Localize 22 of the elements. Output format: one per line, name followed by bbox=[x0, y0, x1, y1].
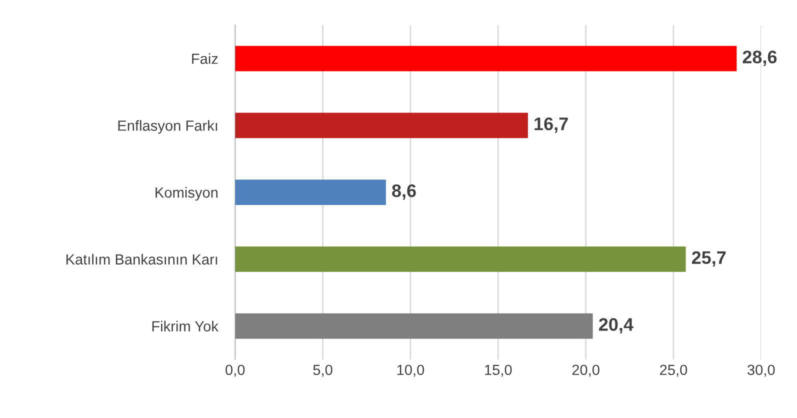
y-tick-label: Komisyon bbox=[156, 186, 218, 201]
bar bbox=[235, 180, 386, 205]
y-tick-label: Enflasyon Farkı bbox=[118, 120, 218, 134]
data-label: 28,6 bbox=[742, 50, 777, 66]
bar bbox=[235, 112, 528, 138]
x-tick-label: 25,0 bbox=[660, 364, 688, 377]
data-label: 8,6 bbox=[392, 184, 416, 200]
data-label: 20,4 bbox=[598, 318, 634, 334]
x-tick-label: 20,0 bbox=[572, 364, 600, 377]
bar bbox=[235, 246, 686, 272]
y-tick-label: Katılım Bankasının Karı bbox=[66, 254, 218, 265]
x-tick-label: 30,0 bbox=[748, 364, 775, 377]
x-tick-label: 10,0 bbox=[397, 364, 424, 377]
x-tick-label: 15,0 bbox=[485, 364, 512, 377]
bar bbox=[235, 313, 593, 339]
data-label: 25,7 bbox=[692, 251, 726, 267]
x-tick-label: 5,0 bbox=[313, 364, 332, 377]
x-tick-label: 0,0 bbox=[226, 364, 245, 377]
data-label: 16,7 bbox=[534, 117, 568, 133]
y-tick-label: Fikrim Yok bbox=[152, 320, 218, 332]
bar bbox=[235, 46, 737, 72]
y-tick-label: Faiz bbox=[192, 53, 218, 64]
